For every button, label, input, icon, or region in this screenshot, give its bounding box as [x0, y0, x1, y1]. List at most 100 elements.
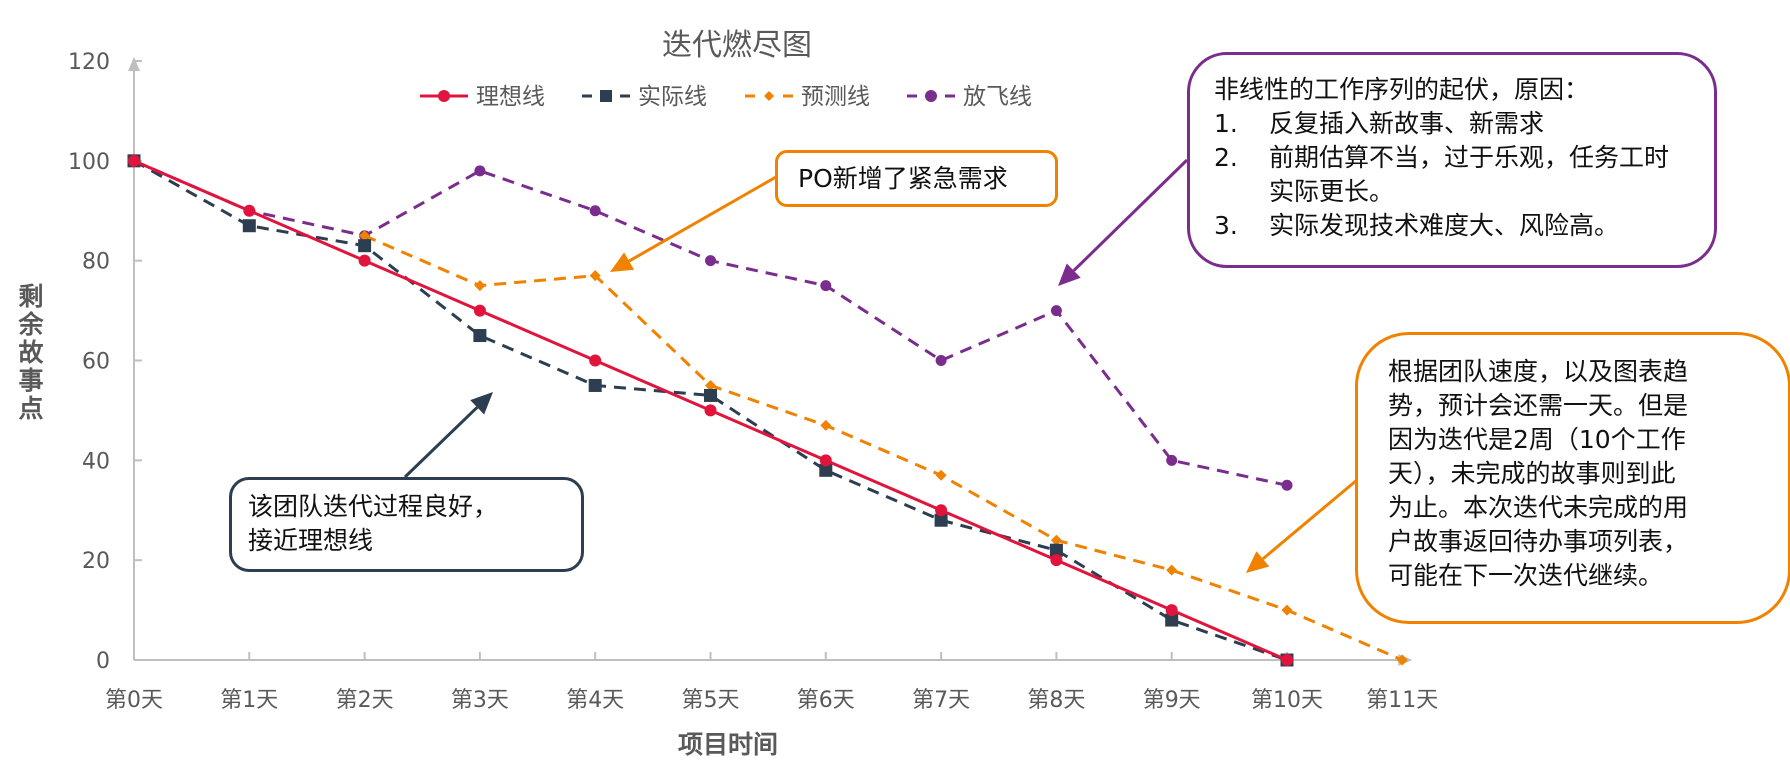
x-tick-label: 第10天: [1251, 688, 1323, 713]
data-point: [1050, 554, 1063, 567]
y-tick-label: 40: [82, 449, 110, 474]
data-point: [1165, 613, 1179, 627]
callout-forecast-explanation: 根据团队速度，以及图表趋 势，预计会还需一天。但是 因为迭代是2周（10个工作 …: [1355, 332, 1790, 624]
data-point: [1050, 534, 1062, 546]
x-tick-label: 第0天: [105, 688, 163, 713]
x-tick-label: 第8天: [1027, 688, 1085, 713]
reason-item: 2. 前期估算不当，过于乐观，任务工时实际更长。: [1214, 141, 1714, 209]
legend: 理想线 实际线 预测线 放飞线: [420, 84, 1032, 110]
y-axis-arrow: [128, 57, 140, 71]
x-tick-label: 第11天: [1366, 688, 1438, 713]
reason-item: 3. 实际发现技术难度大、风险高。: [1214, 209, 1714, 243]
y-tick-label: 100: [68, 150, 110, 175]
data-point: [589, 270, 601, 282]
data-point: [820, 280, 832, 292]
arrow-nonlinear: [1058, 158, 1189, 286]
series-3: [128, 155, 1293, 491]
callout-heading: 非线性的工作序列的起伏，原因：: [1214, 75, 1590, 104]
data-point: [704, 388, 717, 402]
data-point: [1281, 604, 1293, 616]
legend-marker: [764, 91, 774, 101]
reason-number: 1.: [1214, 109, 1238, 138]
arrow-shaft: [628, 175, 777, 263]
data-point: [1396, 654, 1408, 666]
legend-item: 预测线: [745, 84, 870, 110]
data-point: [1165, 604, 1178, 617]
data-point: [1049, 543, 1063, 557]
arrow-head: [470, 392, 493, 415]
legend-item: 放飞线: [907, 84, 1032, 110]
data-point: [589, 205, 601, 217]
series-2: [359, 230, 1408, 666]
data-point: [243, 204, 256, 217]
annotation-arrows: [403, 158, 1358, 573]
series-line: [133, 159, 1288, 487]
data-point: [242, 219, 256, 233]
series-line: [133, 159, 1288, 662]
series-0: [128, 154, 1293, 666]
data-point: [704, 404, 717, 417]
callout-team-good: 该团队迭代过程良好， 接近理想线: [229, 477, 584, 572]
data-point: [1166, 564, 1178, 576]
legend-item: 实际线: [582, 84, 707, 110]
data-point: [473, 304, 486, 317]
callout-line: 该团队迭代过程良好，: [248, 492, 499, 521]
y-tick-label: 120: [68, 50, 110, 75]
legend-label: 放飞线: [963, 84, 1032, 110]
callout-line: 天），未完成的故事则到此: [1388, 459, 1676, 488]
callout-po-new-requirement: PO新增了紧急需求: [775, 150, 1058, 207]
callout-text: PO新增了紧急需求: [798, 164, 1008, 193]
data-point: [819, 454, 832, 467]
legend-item: 理想线: [420, 84, 545, 110]
legend-label: 实际线: [638, 84, 707, 110]
series-line: [364, 234, 1403, 662]
y-axis-title-char: 点: [18, 394, 43, 423]
data-point: [358, 239, 372, 253]
y-tick-label: 80: [82, 250, 110, 275]
arrow-shaft: [403, 406, 479, 479]
y-axis-title: 剩余故事点: [17, 282, 44, 423]
arrow-good: [403, 392, 493, 479]
data-point: [128, 154, 140, 167]
legend-marker: [925, 90, 937, 102]
data-point: [935, 504, 948, 517]
axes: 0 20 40 60 80 100 120 第0天 第1天 第2天 第3天 第4天 第5天 第6天 第7天 第…: [68, 50, 1438, 713]
reason-text: 前期估算不当，过于乐观，任务工时实际更长。: [1269, 143, 1670, 206]
y-tick-label: 0: [96, 649, 110, 674]
series-layer: [127, 154, 1408, 667]
y-tick-label: 20: [82, 549, 110, 574]
data-point: [1281, 654, 1293, 666]
data-point: [935, 469, 947, 481]
arrow-head: [1058, 263, 1081, 286]
arrow-head: [1246, 551, 1270, 573]
y-axis-title-char: 余: [17, 310, 44, 339]
data-point: [705, 379, 716, 391]
arrow-shaft: [1072, 158, 1189, 272]
callout-line: 根据团队速度，以及图表趋: [1388, 357, 1689, 386]
x-tick-label: 第7天: [912, 688, 970, 713]
arrow-forecast: [1246, 478, 1358, 573]
data-point: [589, 354, 602, 367]
data-point: [588, 378, 602, 392]
data-point: [473, 329, 487, 343]
x-tick-label: 第2天: [336, 688, 394, 713]
data-point: [474, 280, 486, 292]
x-tick-label: 第6天: [797, 688, 855, 713]
legend-label: 理想线: [476, 84, 545, 110]
y-axis-title-char: 事: [18, 366, 43, 395]
callout-line: 势，预计会还需一天。但是: [1388, 391, 1689, 420]
data-point: [1050, 305, 1062, 317]
x-tick-label: 第9天: [1143, 688, 1201, 713]
callout-nonlinear-reasons: 非线性的工作序列的起伏，原因： 1. 反复插入新故事、新需求 2. 前期估算不当…: [1187, 52, 1717, 268]
data-point: [358, 254, 371, 267]
arrow-shaft: [1261, 478, 1358, 561]
y-tick-label: 60: [82, 350, 110, 375]
x-tick-label: 第3天: [451, 688, 509, 713]
data-point: [819, 463, 833, 477]
data-point: [934, 513, 948, 527]
callout-line: 接近理想线: [248, 526, 374, 555]
legend-marker: [438, 90, 450, 102]
arrow-head: [610, 252, 635, 272]
callout-line: 为止。本次迭代未完成的用: [1388, 493, 1689, 522]
